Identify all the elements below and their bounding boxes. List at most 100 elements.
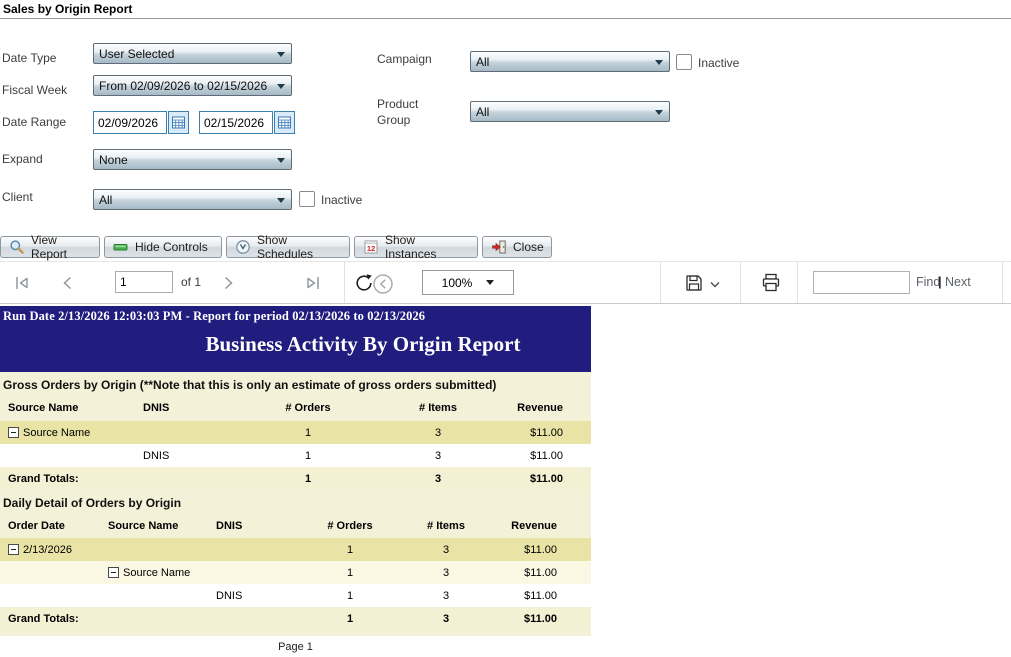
total-label: Grand Totals: <box>8 472 79 485</box>
fiscal-week-dropdown[interactable]: From 02/09/2026 to 02/15/2026 <box>93 75 292 96</box>
title-divider <box>0 18 1011 19</box>
report-title: Business Activity By Origin Report <box>205 332 521 356</box>
hide-controls-label: Hide Controls <box>135 240 208 254</box>
campaign-label: Campaign <box>377 52 432 66</box>
magnifier-icon <box>10 240 24 254</box>
client-value: All <box>99 192 113 207</box>
exit-door-icon <box>492 240 506 254</box>
chevron-down-icon <box>655 110 663 115</box>
first-page-icon[interactable] <box>12 273 32 293</box>
cell-revenue: $11.00 <box>523 612 557 625</box>
collapse-icon[interactable] <box>8 544 19 555</box>
client-inactive-label: Inactive <box>321 193 363 207</box>
show-schedules-button[interactable]: Show Schedules <box>226 233 350 261</box>
report-header-banner: Run Date 2/13/2026 12:03:03 PM - Report … <box>0 306 591 372</box>
column-header: # Items <box>419 402 457 414</box>
column-header: DNIS <box>143 402 170 414</box>
next-page-icon[interactable] <box>218 273 238 293</box>
save-icon[interactable] <box>683 272 705 294</box>
column-header: Revenue <box>517 402 563 414</box>
cell-revenue: $11.00 <box>524 566 557 579</box>
cell-revenue: $11.00 <box>530 426 563 439</box>
column-header: Source Name <box>8 402 79 414</box>
column-header: Source Name <box>108 520 179 532</box>
table-row-grand-total: Grand Totals: 1 3 $11.00 <box>0 607 591 630</box>
date-range-label: Date Range <box>2 115 67 129</box>
find-button[interactable]: Find <box>916 275 941 289</box>
page-number-input[interactable] <box>115 271 173 293</box>
chevron-down-icon <box>486 280 495 285</box>
view-report-button[interactable]: View Report <box>0 233 100 261</box>
product-group-label: Product Group <box>377 97 419 127</box>
expand-dropdown[interactable]: None <box>93 149 292 170</box>
product-group-value: All <box>476 104 490 119</box>
cell-items: 3 <box>442 566 450 579</box>
cell-revenue: $11.00 <box>524 589 557 602</box>
section1-header-row: Source Name DNIS # Orders # Items Revenu… <box>0 399 591 417</box>
column-header: DNIS <box>216 520 243 532</box>
table-row-detail: DNIS 1 3 $11.00 <box>0 584 591 607</box>
toolbar-separator <box>1002 262 1003 303</box>
last-page-icon[interactable] <box>303 273 323 293</box>
date-type-value: User Selected <box>99 46 175 61</box>
client-label: Client <box>2 190 33 204</box>
toolbar-separator <box>797 262 798 303</box>
expand-value: None <box>99 152 128 167</box>
group-label: Source Name <box>123 566 191 579</box>
cell-items: 3 <box>442 612 450 625</box>
product-group-dropdown[interactable]: All <box>470 101 670 122</box>
previous-page-icon[interactable] <box>58 273 78 293</box>
hide-controls-button[interactable]: Hide Controls <box>104 236 222 258</box>
find-text-input[interactable] <box>813 271 910 294</box>
chevron-down-icon <box>277 84 285 89</box>
cell-orders: 1 <box>346 589 354 602</box>
date-type-dropdown[interactable]: User Selected <box>93 43 292 64</box>
column-header: Revenue <box>511 520 557 532</box>
close-button[interactable]: Close <box>482 236 552 258</box>
hide-controls-icon <box>113 244 128 251</box>
zoom-dropdown[interactable]: 100% <box>422 270 514 295</box>
calendar-icon <box>172 116 185 129</box>
client-inactive-checkbox[interactable] <box>299 191 315 207</box>
end-date-calendar-button[interactable] <box>274 111 295 134</box>
find-next-separator: | <box>938 274 942 289</box>
table-row-group: 2/13/2026 1 3 $11.00 <box>0 538 591 561</box>
zoom-value: 100% <box>441 275 473 290</box>
cell-dnis: DNIS <box>143 449 170 462</box>
save-format-chevron-icon[interactable] <box>710 281 720 289</box>
print-icon[interactable] <box>760 272 782 294</box>
cell-orders: 1 <box>346 566 354 579</box>
fiscal-week-label: Fiscal Week <box>2 83 68 97</box>
chevron-down-icon <box>277 52 285 57</box>
close-label: Close <box>513 240 544 254</box>
group-label: 2/13/2026 <box>23 543 72 556</box>
table-row-subgroup: Source Name 1 3 $11.00 <box>0 561 591 584</box>
cell-items: 3 <box>434 472 442 485</box>
report-body: Gross Orders by Origin (**Note that this… <box>0 372 591 636</box>
collapse-icon[interactable] <box>108 567 119 578</box>
show-instances-button[interactable]: 12 Show Instances <box>354 233 478 261</box>
cell-orders: 1 <box>346 543 354 556</box>
report-run-line: Run Date 2/13/2026 12:03:03 PM - Report … <box>3 309 426 323</box>
group-label: Source Name <box>23 426 91 439</box>
refresh-icon[interactable] <box>352 271 376 295</box>
cell-revenue: $11.00 <box>530 449 563 462</box>
collapse-icon[interactable] <box>8 427 19 438</box>
cell-items: 3 <box>434 449 442 462</box>
start-date-calendar-button[interactable] <box>168 111 189 134</box>
campaign-dropdown[interactable]: All <box>470 51 670 72</box>
calendar-icon <box>278 116 291 129</box>
find-next-button[interactable]: Next <box>945 275 971 289</box>
cell-orders: 1 <box>304 426 312 439</box>
date-range-start-input[interactable] <box>93 111 167 134</box>
cell-revenue: $11.00 <box>529 472 563 485</box>
toolbar-separator <box>344 262 345 303</box>
client-dropdown[interactable]: All <box>93 189 292 210</box>
fiscal-week-value: From 02/09/2026 to 02/15/2026 <box>99 78 268 93</box>
campaign-inactive-checkbox[interactable] <box>676 54 692 70</box>
page-footer: Page 1 <box>278 641 313 653</box>
campaign-value: All <box>476 54 490 69</box>
date-range-end-input[interactable] <box>199 111 273 134</box>
column-header: # Items <box>427 520 465 532</box>
back-to-parent-icon[interactable] <box>372 273 394 295</box>
